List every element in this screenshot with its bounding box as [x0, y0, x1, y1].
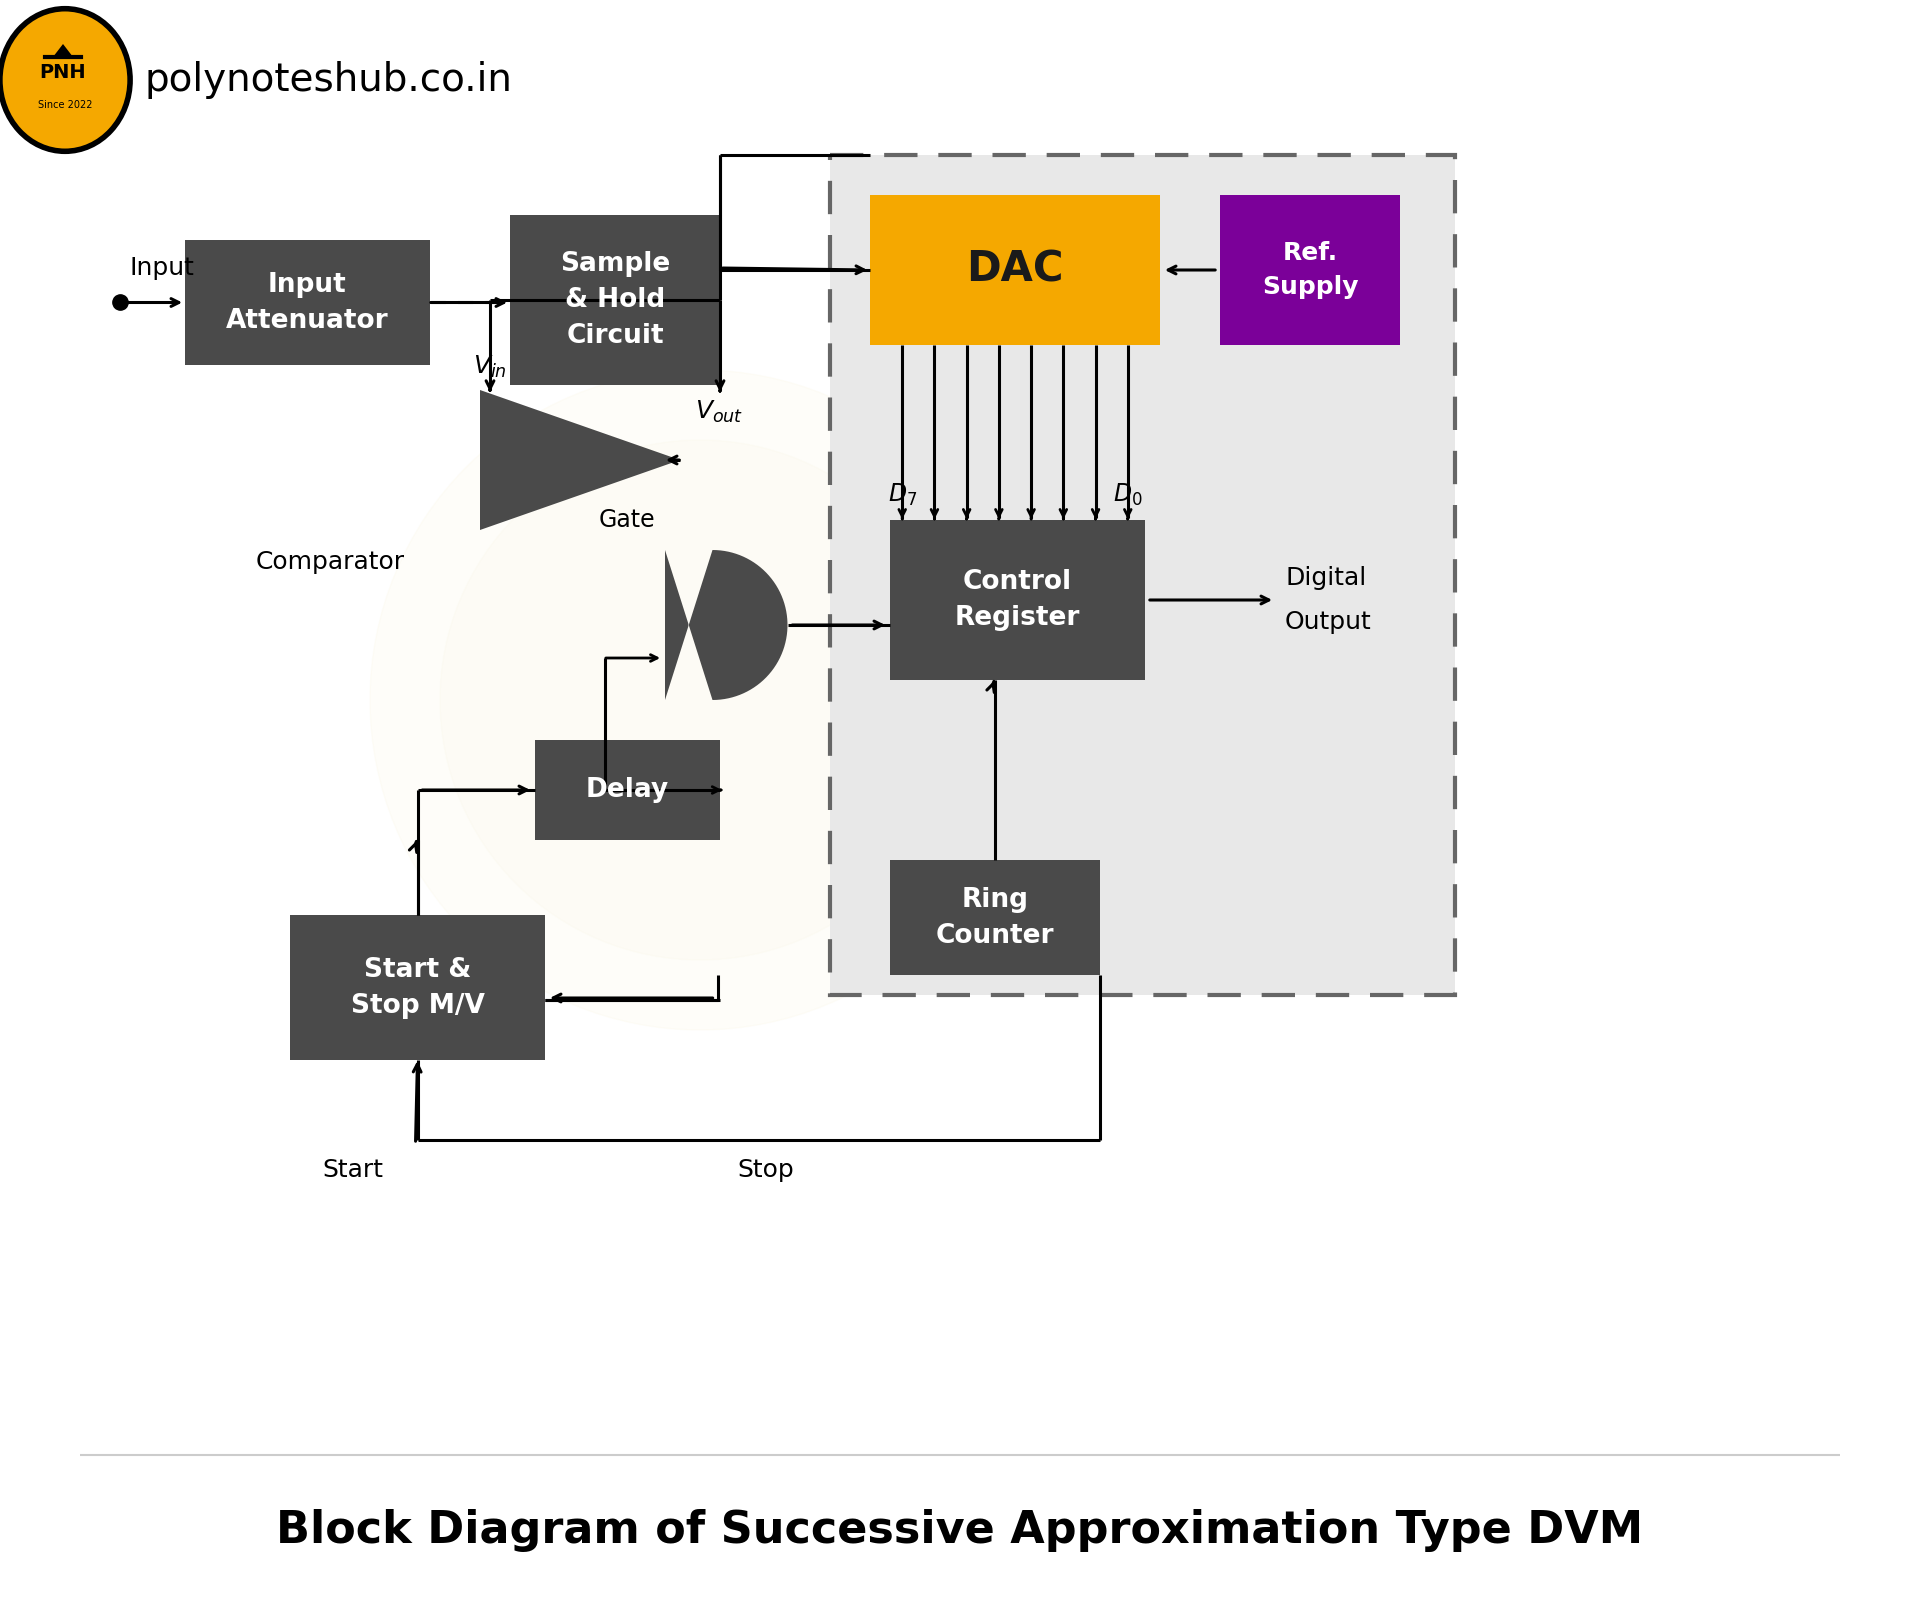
Text: Input: Input [131, 256, 194, 280]
Text: Digital: Digital [1284, 567, 1367, 589]
Text: $V_{in}$: $V_{in}$ [472, 354, 507, 380]
Text: $D_7$: $D_7$ [887, 481, 918, 509]
Bar [511, 216, 720, 385]
Text: Output: Output [1284, 610, 1371, 634]
Bar [891, 520, 1144, 679]
Text: Input
Attenuator: Input Attenuator [227, 272, 390, 333]
Text: PNH: PNH [40, 63, 86, 82]
Text: Stop: Stop [737, 1158, 795, 1182]
Text: Comparator: Comparator [255, 551, 405, 575]
Text: $V_{out}$: $V_{out}$ [695, 399, 743, 425]
Polygon shape [480, 390, 680, 530]
Bar [891, 860, 1100, 976]
Circle shape [440, 440, 960, 960]
Text: Control
Register: Control Register [954, 568, 1081, 631]
Bar [290, 914, 545, 1059]
Text: Delay: Delay [586, 778, 670, 803]
Text: Sample
& Hold
Circuit: Sample & Hold Circuit [561, 251, 670, 349]
Text: Start &
Stop M/V: Start & Stop M/V [351, 956, 484, 1019]
Text: Ref.
Supply: Ref. Supply [1261, 242, 1357, 299]
Polygon shape [54, 43, 73, 56]
Circle shape [371, 370, 1029, 1030]
Text: Gate: Gate [599, 509, 655, 531]
Bar [1219, 195, 1400, 345]
Bar [536, 741, 720, 840]
Bar [870, 195, 1160, 345]
Text: Ring
Counter: Ring Counter [935, 887, 1054, 948]
Text: Start: Start [323, 1158, 382, 1182]
Text: DAC: DAC [966, 250, 1064, 291]
Bar [829, 155, 1455, 995]
Polygon shape [664, 551, 787, 700]
Text: polynoteshub.co.in: polynoteshub.co.in [146, 61, 513, 98]
Ellipse shape [0, 8, 131, 151]
Text: Block Diagram of Successive Approximation Type DVM: Block Diagram of Successive Approximatio… [276, 1509, 1644, 1552]
Bar [184, 240, 430, 365]
Text: Since 2022: Since 2022 [38, 100, 92, 109]
Text: $D_0$: $D_0$ [1114, 481, 1142, 509]
